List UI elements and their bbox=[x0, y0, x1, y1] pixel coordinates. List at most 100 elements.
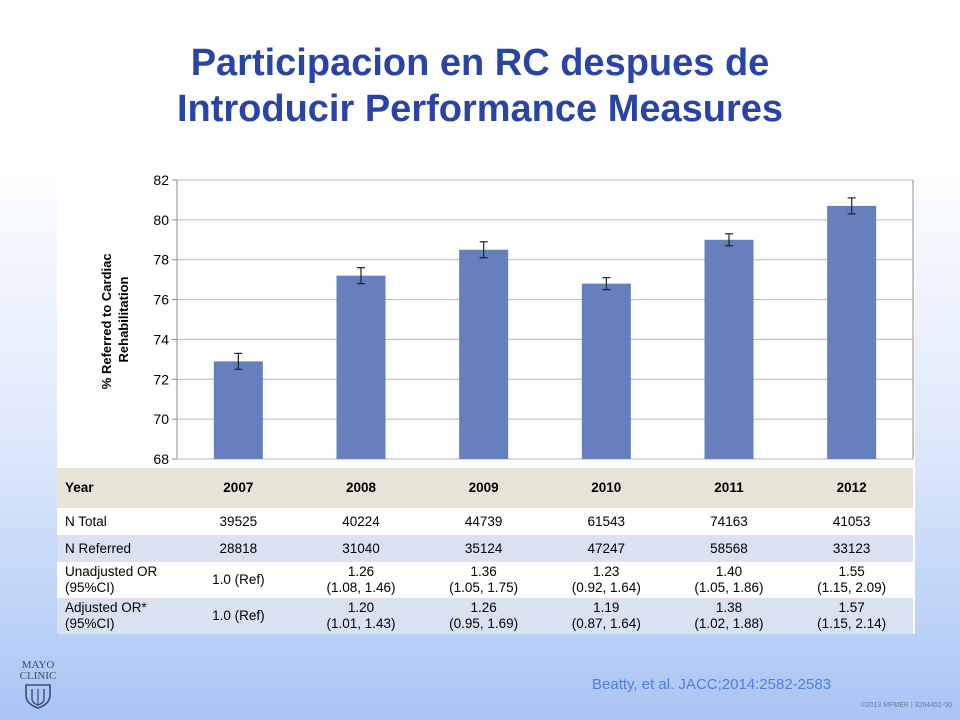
cell-text: (1.01, 1.43) bbox=[326, 616, 396, 631]
cell-text: 1.57 bbox=[838, 600, 865, 615]
row-label: Adjusted OR* (95%CI) bbox=[57, 598, 177, 634]
table-row: Unadjusted OR (95%CI) 1.0 (Ref) 1.26 (1.08, … bbox=[57, 562, 913, 598]
cell-text: 44739 bbox=[464, 513, 503, 529]
table-header-cell: 2012 bbox=[790, 468, 913, 508]
y-tick-labels: 68 70 72 74 76 78 80 82 bbox=[153, 172, 169, 467]
table-header-cell: 2007 bbox=[177, 468, 300, 508]
slide-title-line-2: Introducir Performance Measures bbox=[176, 88, 784, 130]
cell-text: Unadjusted OR bbox=[65, 564, 158, 579]
row-label: Unadjusted OR (95%CI) bbox=[57, 562, 177, 598]
cell-text: 1.26 bbox=[470, 600, 497, 615]
table-cell: 44739 bbox=[422, 508, 545, 535]
table-cell: 39525 bbox=[177, 508, 300, 535]
table-row: N Referred 28818 31040 35124 47247 58568 33123 bbox=[57, 535, 913, 562]
cell-text: 1.19 bbox=[593, 600, 620, 615]
cell-text: 1.23 bbox=[593, 564, 620, 579]
cell-text: 1.38 bbox=[715, 600, 743, 615]
bar-chart: 68 70 72 74 76 78 80 82 % Referred to Cardiac R… bbox=[99, 172, 914, 467]
y-tick-label: 70 bbox=[153, 411, 169, 427]
table-row: Adjusted OR* (95%CI) 1.0 (Ref) 1.20 (1.01, 1… bbox=[57, 598, 913, 634]
cell-text: N Total bbox=[65, 513, 107, 529]
y-tick-label: 80 bbox=[153, 212, 169, 228]
table-header-cell: 2009 bbox=[422, 468, 545, 508]
table-cell: 1.26 (1.08, 1.46) bbox=[299, 562, 423, 598]
row-label: N Total bbox=[57, 508, 177, 535]
table-cell: 35124 bbox=[422, 535, 545, 562]
cell-text: (1.05, 1.86) bbox=[694, 580, 764, 595]
bar-2011 bbox=[704, 239, 754, 459]
cell-text: (95%CI) bbox=[65, 616, 115, 631]
grid-lines bbox=[172, 179, 914, 460]
mayo-clinic-logo: MAYO CLINIC bbox=[14, 660, 62, 712]
cell-text: (0.95, 1.69) bbox=[449, 616, 519, 631]
bar-2007 bbox=[213, 361, 263, 459]
table-cell: 1.38 (1.02, 1.88) bbox=[667, 598, 791, 634]
cell-text: 1.20 bbox=[347, 600, 375, 615]
table-cell: 41053 bbox=[790, 508, 913, 535]
y-tick-label: 82 bbox=[153, 172, 169, 188]
bars bbox=[213, 197, 877, 459]
cell-text: 61543 bbox=[587, 513, 626, 529]
table-cell: 1.57 (1.15, 2.14) bbox=[790, 598, 913, 634]
y-tick-label: 76 bbox=[153, 292, 169, 308]
y-axis-label-line-1: % Referred to Cardiac bbox=[99, 253, 114, 389]
cell-text: 41053 bbox=[832, 513, 871, 529]
cell-text: 1.26 bbox=[347, 564, 375, 579]
bar-2009 bbox=[459, 249, 509, 459]
bar-2012 bbox=[827, 205, 877, 459]
cell-text: (0.92, 1.64) bbox=[571, 580, 641, 595]
cell-text: 39525 bbox=[219, 513, 258, 529]
bar-2008 bbox=[336, 275, 386, 459]
table-header-row: Year 2007 2008 2009 2010 2011 2012 bbox=[57, 468, 913, 508]
cell-text: 74163 bbox=[710, 513, 748, 529]
cell-text: 31040 bbox=[342, 540, 380, 556]
table-cell: 1.36 (1.05, 1.75) bbox=[422, 562, 545, 598]
table-cell: 40224 bbox=[299, 508, 423, 535]
table-cell: 31040 bbox=[299, 535, 423, 562]
cell-text: 58568 bbox=[710, 540, 748, 556]
table-cell: 33123 bbox=[790, 535, 913, 562]
table-cell: 1.19 (0.87, 1.64) bbox=[544, 598, 668, 634]
table-cell: 61543 bbox=[544, 508, 668, 535]
cell-text: 1.0 (Ref) bbox=[212, 572, 265, 587]
slide-title: Participacion en RC despues de Introduci… bbox=[0, 40, 960, 132]
cell-text: (0.87, 1.64) bbox=[571, 616, 641, 631]
cell-text: (1.02, 1.88) bbox=[694, 616, 764, 631]
table-header-cell: 2011 bbox=[667, 468, 791, 508]
y-tick-label: 74 bbox=[153, 331, 169, 347]
table-cell: 1.40 (1.05, 1.86) bbox=[667, 562, 791, 598]
y-tick-label: 78 bbox=[153, 252, 169, 268]
table-cell: 1.55 (1.15, 2.09) bbox=[790, 562, 913, 598]
y-axis-label: % Referred to Cardiac Rehabilitation bbox=[99, 250, 131, 389]
cell-text: 47247 bbox=[587, 540, 626, 556]
table-header-cell: 2008 bbox=[299, 468, 423, 508]
copyright: ©2013 MFMER | 3264451-50 bbox=[860, 702, 952, 709]
y-axis-label-line-2: Rehabilitation bbox=[116, 276, 131, 362]
cell-text: 1.55 bbox=[838, 564, 865, 579]
logo-text-line-1: MAYO bbox=[21, 659, 55, 671]
cell-text: 1.36 bbox=[470, 564, 497, 579]
table-cell: 28818 bbox=[177, 535, 300, 562]
plot-frame bbox=[176, 179, 914, 460]
cell-text: 33123 bbox=[832, 540, 871, 556]
logo-text-line-2: CLINIC bbox=[19, 670, 57, 682]
cell-text: (1.08, 1.46) bbox=[326, 580, 396, 595]
y-tick-label: 72 bbox=[153, 371, 169, 387]
table-cell: 1.0 (Ref) bbox=[177, 562, 300, 598]
cell-text: 1.40 bbox=[715, 564, 743, 579]
table-cell: 1.23 (0.92, 1.64) bbox=[544, 562, 668, 598]
cell-text: 28818 bbox=[219, 540, 258, 556]
bar-2010 bbox=[581, 283, 631, 459]
data-table: Year 2007 2008 2009 2010 2011 2012 N Total 39525… bbox=[57, 468, 913, 634]
cell-text: 1.0 (Ref) bbox=[212, 608, 265, 623]
table-cell: 58568 bbox=[667, 535, 791, 562]
y-tick-label: 68 bbox=[153, 451, 169, 467]
cell-text: (95%CI) bbox=[65, 580, 115, 595]
table-cell: 1.20 (1.01, 1.43) bbox=[299, 598, 423, 634]
table-cell: 1.26 (0.95, 1.69) bbox=[422, 598, 545, 634]
shield-icon bbox=[25, 684, 51, 709]
cell-text: 40224 bbox=[342, 513, 380, 529]
slide-title-line-1: Participacion en RC despues de bbox=[190, 42, 770, 84]
table-cell: 1.0 (Ref) bbox=[177, 598, 300, 634]
